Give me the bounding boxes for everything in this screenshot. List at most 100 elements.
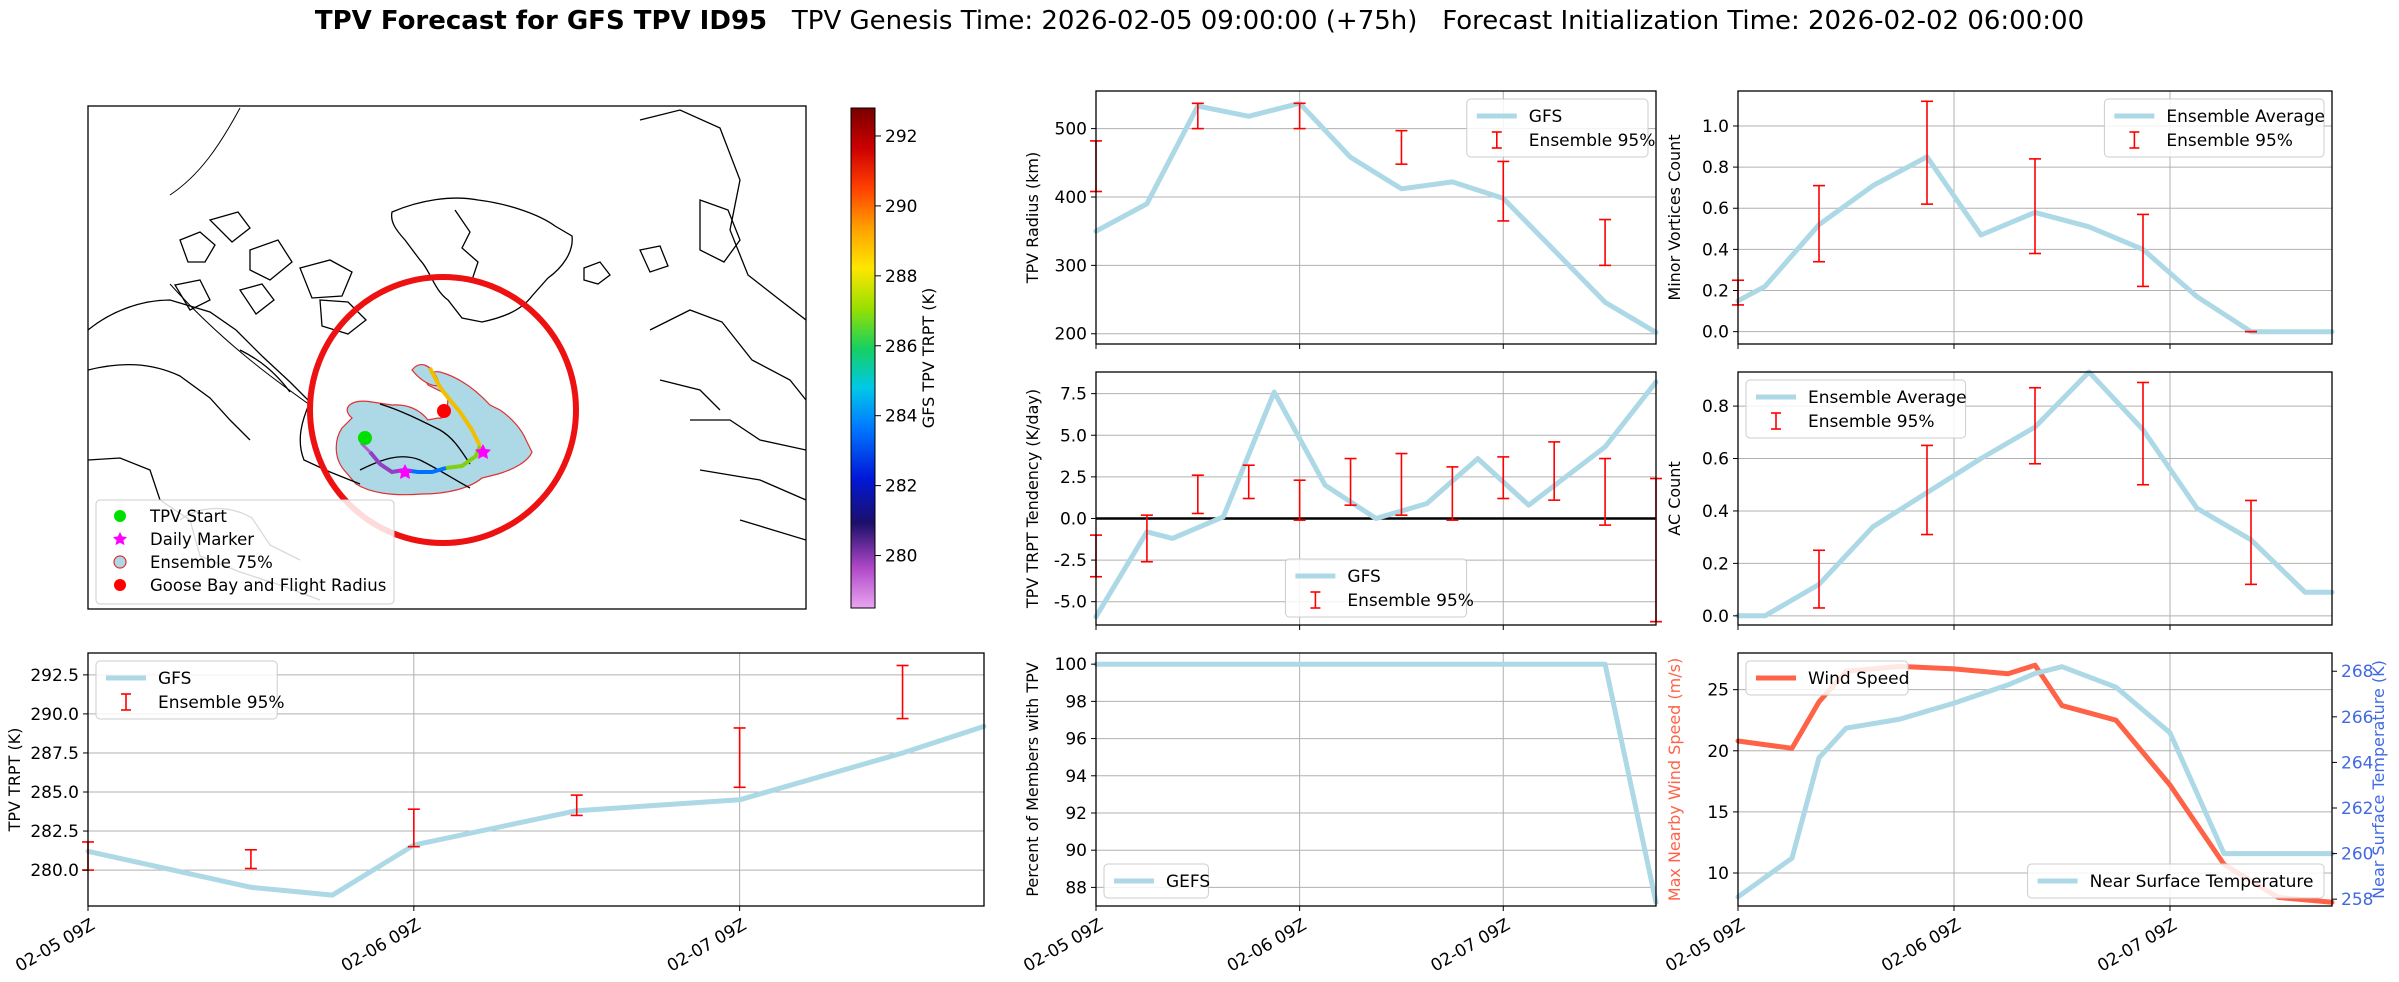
y-tick-label: 10 xyxy=(1707,864,1729,884)
chart-legend: Ensemble Average Ensemble 95% xyxy=(2103,98,2325,158)
colorbar-tick-label: 282 xyxy=(885,477,917,497)
colorbar-tick-label: 284 xyxy=(885,407,917,427)
y2-tick-label: 262 xyxy=(2341,799,2373,819)
y-tick-label: 0.8 xyxy=(1702,397,1729,417)
legend-label: GFS xyxy=(1347,567,1380,587)
x-tick-label: 02-05 09Z xyxy=(1662,915,1748,976)
y-tick-label: 282.5 xyxy=(30,822,79,842)
y-tick-label: 90 xyxy=(1065,841,1087,861)
goose-bay-marker xyxy=(437,404,451,418)
legend-start-icon xyxy=(114,510,126,522)
axes-frame xyxy=(1095,371,1657,626)
y-tick-label: 15 xyxy=(1707,803,1729,823)
legend-goose-icon xyxy=(114,579,126,591)
y-tick-label: 287.5 xyxy=(30,744,79,764)
legend-label: Ensemble Average xyxy=(1808,388,1967,408)
y-tick-label: 0.8 xyxy=(1702,158,1729,178)
title-bold: TPV Forecast for GFS TPV ID95 xyxy=(314,6,768,36)
x-tick-label: 02-07 09Z xyxy=(664,915,750,976)
legend-box xyxy=(2027,863,2325,899)
daily-marker xyxy=(475,444,491,459)
legend-label: Near Surface Temperature xyxy=(2090,872,2314,892)
y-tick-label: 400 xyxy=(1055,188,1087,208)
tpv-track xyxy=(428,367,482,447)
y2-tick-label: 268 xyxy=(2341,662,2373,682)
y-axis-label: Percent of Members with TPV xyxy=(1023,662,1042,896)
title-genesis: TPV Genesis Time: 2026-02-05 09:00:00 (+… xyxy=(791,6,1418,36)
y-tick-label: 0.2 xyxy=(1702,282,1729,302)
legend-box xyxy=(1103,863,1209,899)
ensemble-75-region xyxy=(335,371,533,496)
y-tick-label: 0.0 xyxy=(1702,607,1729,627)
y-axis-label: TPV Radius (km) xyxy=(1023,152,1042,285)
legend-label: GFS xyxy=(1529,107,1562,127)
y-axis-label: TPV TRPT (K) xyxy=(5,728,24,833)
map-panel: TPV Start Daily Marker Ensemble 75% Goose B… xyxy=(87,105,938,610)
series-line xyxy=(1735,662,2335,905)
chart-legend: Ensemble Average Ensemble 95% xyxy=(1745,379,1967,439)
colorbar-ticks: 280 282 284 286 288 290 292 xyxy=(875,127,917,567)
y-tick-label: 300 xyxy=(1055,256,1087,276)
y-tick-label: 94 xyxy=(1065,767,1087,787)
legend-label: Ensemble 95% xyxy=(2166,131,2293,151)
y-tick-label: 0.0 xyxy=(1060,509,1087,529)
y-tick-label: 0.6 xyxy=(1702,450,1729,470)
y-tick-label: 292.5 xyxy=(30,666,79,686)
y-tick-label: 500 xyxy=(1055,120,1087,140)
y-axis-label: AC Count xyxy=(1665,461,1684,535)
series-line xyxy=(85,723,987,898)
legend-label: Wind Speed xyxy=(1808,669,1909,689)
y-tick-label: 88 xyxy=(1065,878,1087,898)
daily-marker xyxy=(397,464,413,479)
chart-percent: 88 90 92 94 96 98 100 Percent of Members with T… xyxy=(1020,652,1659,976)
chart-tendency: -5.0 -2.5 0.0 2.5 5.0 7.5 TPV TRPT Tendency (K… xyxy=(1023,371,1662,630)
colorbar-tick-label: 288 xyxy=(885,267,917,287)
y-axis-label: Max Nearby Wind Speed (m/s) xyxy=(1665,658,1684,901)
series-line xyxy=(1093,661,1659,905)
x-tick-label: 02-07 09Z xyxy=(1427,915,1513,976)
legend-label: GEFS xyxy=(1166,872,1210,892)
colorbar xyxy=(850,107,876,609)
chart-legend: Wind Speed xyxy=(1745,660,1909,696)
map-legend: TPV Start Daily Marker Ensemble 75% Goose B… xyxy=(95,499,395,605)
y-tick-label: 2.5 xyxy=(1060,468,1087,488)
tpv-start-marker xyxy=(358,431,372,445)
y2-tick-label: 258 xyxy=(2341,890,2373,910)
axes-frame xyxy=(1737,90,2333,345)
axes-frame xyxy=(87,652,985,907)
x-tick-label: 02-06 09Z xyxy=(338,915,424,976)
y-tick-label: -5.0 xyxy=(1054,593,1087,613)
y2-tick-label: 260 xyxy=(2341,845,2373,865)
axes-frame xyxy=(1095,652,1657,907)
colorbar-tick-label: 290 xyxy=(885,197,917,217)
chart-wind: 10 15 20 25 Max Nearby Wind Speed (m/s) 258 26… xyxy=(1662,652,2388,976)
colorbar-tick-label: 280 xyxy=(885,547,917,567)
x-tick-label: 02-05 09Z xyxy=(1020,915,1106,976)
x-tick-label: 02-06 09Z xyxy=(1224,915,1310,976)
x-tick-label: 02-05 09Z xyxy=(12,915,98,976)
legend-ensemble-icon xyxy=(113,555,127,569)
y-tick-label: 0.4 xyxy=(1702,502,1729,522)
y-tick-label: 200 xyxy=(1055,325,1087,345)
legend-label: Ensemble 95% xyxy=(158,693,285,713)
y-tick-label: -2.5 xyxy=(1054,551,1087,571)
map-coastlines xyxy=(88,107,806,601)
colorbar-tick-label: 292 xyxy=(885,127,917,147)
map-legend-label: Daily Marker xyxy=(150,530,254,549)
chart-radius: 200 300 400 500 TPV Radius (km) GFS Ensemble 9… xyxy=(1023,90,1659,349)
y-tick-label: 100 xyxy=(1055,655,1087,675)
flight-radius-circle xyxy=(307,274,579,546)
legend-label: GFS xyxy=(158,669,191,689)
chart-legend: GFS Ensemble 95% xyxy=(1466,98,1655,158)
y-tick-label: 5.0 xyxy=(1060,426,1087,446)
y-tick-label: 285.0 xyxy=(30,783,79,803)
legend-box xyxy=(1745,660,1909,696)
y-tick-label: 280.0 xyxy=(30,861,79,881)
legend-label: Ensemble 95% xyxy=(1347,591,1474,611)
chart-legend: GEFS xyxy=(1103,863,1210,899)
y-tick-label: 0.4 xyxy=(1702,240,1729,260)
chart-trpt: 280.0 282.5 285.0 287.5 290.0 292.5 TPV TRPT (… xyxy=(5,652,987,976)
chart-legend: GFS Ensemble 95% xyxy=(95,660,285,720)
